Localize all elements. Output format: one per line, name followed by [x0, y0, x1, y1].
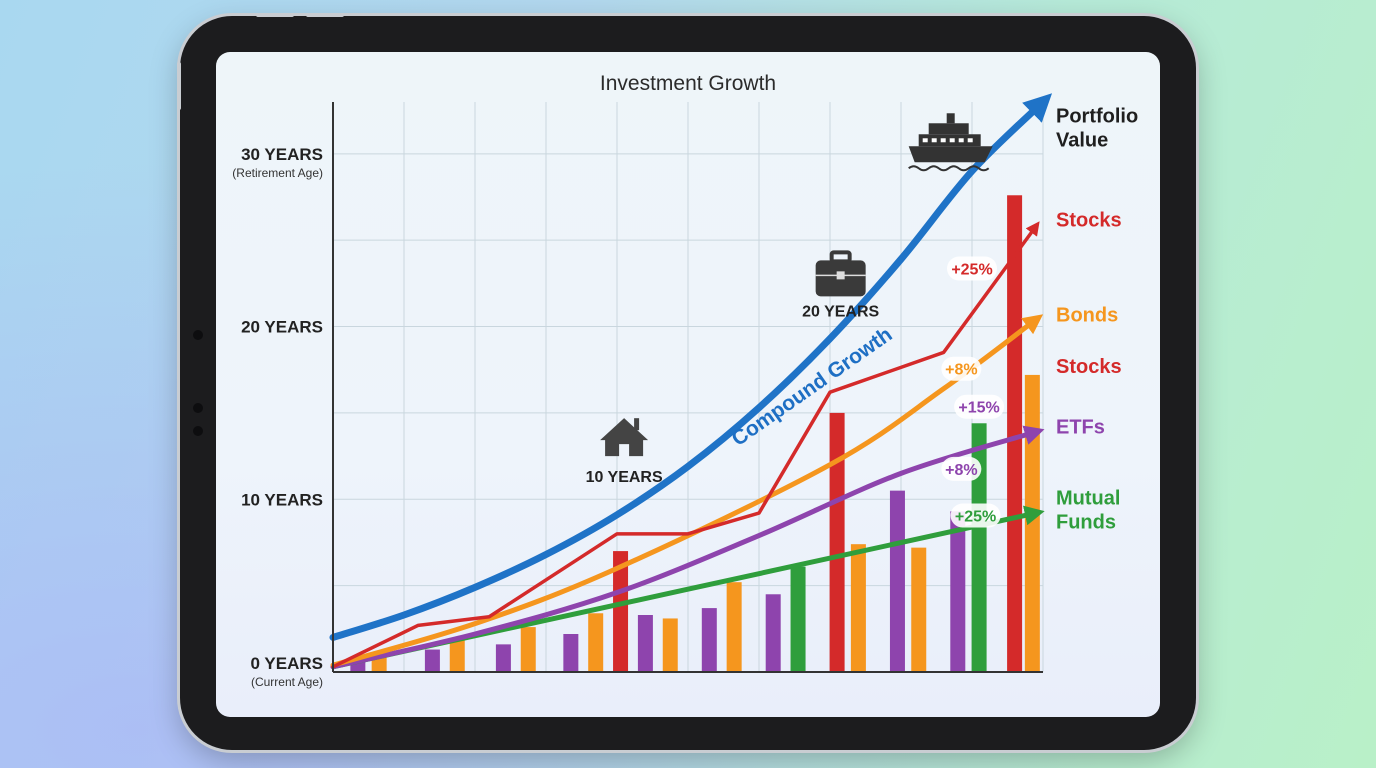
percent-annotations: +25% +8% +15% +8% +25%: [941, 256, 1005, 528]
annotation-pill: [950, 503, 1001, 528]
bar-etfs: [424, 649, 440, 672]
bar-bonds: [588, 613, 604, 672]
legend-entry: Bonds: [1056, 304, 1118, 326]
legend-entry-line: Stocks: [1056, 356, 1122, 378]
legend-entry-line: Mutual: [1056, 487, 1120, 509]
y-tick-label: 0 YEARS: [251, 654, 323, 673]
chart-title: Investment Growth: [600, 72, 776, 95]
milestone-label: 20 YEARS: [802, 303, 879, 320]
bar-etfs: [889, 490, 905, 672]
y-tick-label: 30 YEARS: [241, 145, 323, 164]
y-tick-label: 10 YEARS: [241, 490, 323, 509]
bar-bonds: [911, 547, 927, 672]
percent-annotation: +15%: [958, 400, 999, 417]
percent-annotation: +8%: [945, 462, 977, 479]
bar-bonds: [449, 639, 465, 672]
legend-entry-line: ETFs: [1056, 417, 1105, 439]
legend-entry-line: Portfolio: [1056, 106, 1138, 128]
volume-down-button: [306, 13, 344, 17]
legend-entry: Portfolio Value: [1056, 106, 1138, 152]
ship-cabin: [928, 123, 969, 135]
bar-mutual-funds: [971, 423, 987, 672]
ship-window: [958, 138, 964, 143]
chart-grid: [333, 102, 1044, 672]
series-line-stocks: [331, 221, 1040, 669]
bar-etfs: [637, 615, 653, 672]
annotation-pill: [954, 394, 1005, 419]
series-group: [329, 93, 1053, 670]
camera-dot: [193, 330, 203, 340]
legend: Portfolio Value Stocks Bonds Stocks ETFs Mutua…: [1056, 106, 1138, 534]
bar-etfs: [495, 644, 511, 672]
investment-growth-chart: Investment Growth 0 YEARS (Current Age) 10…: [232, 72, 1138, 689]
percent-annotation: +25%: [955, 509, 996, 526]
sensor-dot: [193, 403, 203, 413]
bar-bonds: [520, 627, 536, 672]
bar-etfs: [350, 661, 366, 672]
ship-window: [940, 138, 946, 143]
bar-etfs: [765, 594, 781, 672]
series-line-etfs: [330, 425, 1045, 670]
bar-etfs: [950, 511, 966, 672]
annotation-pill: [941, 356, 982, 381]
legend-entry: Stocks: [1056, 356, 1122, 378]
house-chimney: [634, 418, 640, 431]
cruise-ship-icon: [908, 113, 993, 172]
sensor-dot: [193, 426, 203, 436]
bar-group: [350, 195, 1040, 673]
power-button: [177, 62, 181, 110]
percent-annotation: +8%: [945, 362, 977, 379]
ship-window: [931, 138, 937, 143]
bar-stocks: [829, 412, 845, 672]
bar-bonds: [850, 544, 866, 672]
tablet-screen: Investment Growth 0 YEARS (Current Age) 10…: [216, 52, 1160, 717]
legend-entry-line: Funds: [1056, 511, 1116, 533]
bar-mutual-funds: [790, 566, 806, 672]
legend-entry: ETFs: [1056, 417, 1105, 439]
house-shape: [600, 418, 649, 457]
chart-axes: [332, 102, 1043, 673]
house-icon: 10 YEARS: [586, 418, 663, 486]
ship-hull: [908, 146, 993, 163]
legend-entry: Stocks: [1056, 209, 1122, 231]
briefcase-icon: 20 YEARS: [802, 250, 880, 320]
ship-window: [949, 138, 955, 143]
ship-window: [967, 138, 973, 143]
milestones: 10 YEARS 20 YEARS: [586, 113, 993, 486]
bar-bonds: [1024, 374, 1040, 672]
briefcase-handle: [829, 250, 852, 264]
volume-up-button: [256, 13, 294, 17]
ship-waves: [908, 165, 990, 172]
briefcase-clasp: [836, 271, 845, 280]
bar-stocks: [1007, 195, 1023, 673]
annotation-pill: [941, 456, 982, 481]
legend-entry-line: Stocks: [1056, 209, 1122, 231]
bar-bonds: [726, 582, 742, 672]
milestone-label: 10 YEARS: [586, 469, 663, 486]
series-line-bonds: [330, 314, 1044, 668]
bar-bonds: [662, 618, 678, 672]
bar-etfs: [701, 608, 717, 672]
y-tick-sublabel: (Retirement Age): [232, 166, 323, 180]
legend-entry: Mutual Funds: [1056, 487, 1120, 533]
legend-entry-line: Value: [1056, 130, 1108, 152]
ship-window: [922, 138, 928, 143]
y-tick-labels: 0 YEARS (Current Age) 10 YEARS 20 YEARS 30 Y…: [232, 145, 323, 689]
bar-etfs: [563, 634, 579, 672]
annotation-pill: [947, 256, 997, 281]
y-tick-label: 20 YEARS: [241, 318, 323, 337]
ship-funnel: [946, 113, 955, 124]
series-line-portfolio: [329, 93, 1053, 641]
compound-growth-label: Compound Growth: [728, 323, 897, 451]
bar-stocks: [613, 551, 629, 672]
y-tick-sublabel: (Current Age): [251, 675, 323, 689]
legend-entry-line: Bonds: [1056, 304, 1118, 326]
percent-annotation: +25%: [951, 262, 992, 279]
